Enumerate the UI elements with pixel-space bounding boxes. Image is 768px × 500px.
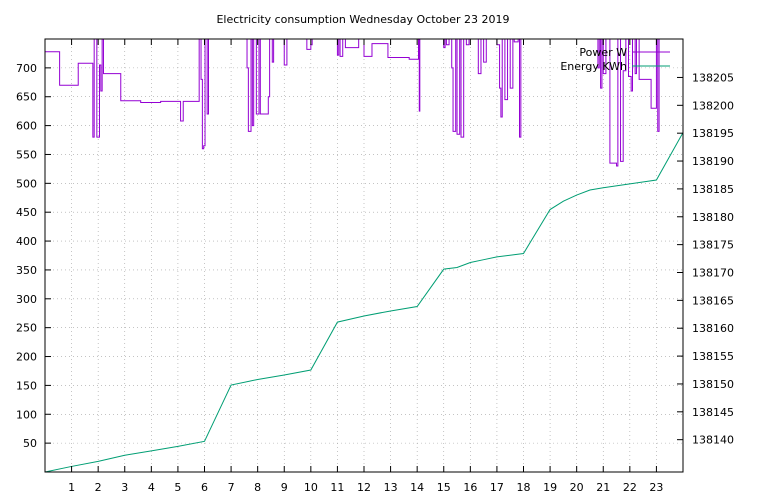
y-left-tick-label: 550 [16, 148, 37, 161]
y-left-tick-label: 100 [16, 408, 37, 421]
legend-label-energy-kwh: Energy KWh [560, 60, 627, 73]
x-tick-label: 15 [437, 481, 451, 494]
x-tick-label: 16 [463, 481, 477, 494]
x-tick-label: 8 [254, 481, 261, 494]
y-left-tick-label: 650 [16, 91, 37, 104]
y-right-tick-label: 138165 [692, 294, 734, 307]
y-right-tick-label: 138205 [692, 71, 734, 84]
y-right-tick-label: 138155 [692, 350, 734, 363]
y-left-tick-label: 500 [16, 177, 37, 190]
x-tick-label: 1 [68, 481, 75, 494]
x-tick-label: 19 [543, 481, 557, 494]
x-tick-label: 20 [570, 481, 584, 494]
y-right-tick-label: 138140 [692, 434, 734, 447]
y-left-tick-label: 700 [16, 62, 37, 75]
x-tick-label: 13 [384, 481, 398, 494]
x-tick-label: 7 [228, 481, 235, 494]
x-tick-label: 14 [410, 481, 424, 494]
y-right-tick-label: 138175 [692, 239, 734, 252]
y-right-tick-label: 138170 [692, 266, 734, 279]
legend-label-power-w: Power W [579, 46, 627, 59]
y-right-tick-label: 138200 [692, 99, 734, 112]
x-tick-label: 12 [357, 481, 371, 494]
x-tick-label: 6 [201, 481, 208, 494]
y-left-tick-label: 50 [23, 437, 37, 450]
series-line-energy-kwh [45, 132, 683, 472]
x-tick-label: 3 [121, 481, 128, 494]
x-tick-label: 22 [623, 481, 637, 494]
x-tick-label: 10 [304, 481, 318, 494]
series-line-power-w [45, 39, 683, 167]
x-tick-label: 9 [281, 481, 288, 494]
x-tick-label: 21 [596, 481, 610, 494]
x-tick-label: 5 [174, 481, 181, 494]
x-tick-label: 4 [148, 481, 155, 494]
y-right-tick-label: 138180 [692, 211, 734, 224]
y-left-tick-label: 350 [16, 264, 37, 277]
y-left-tick-label: 400 [16, 235, 37, 248]
y-right-tick-label: 138160 [692, 322, 734, 335]
series-layer [45, 39, 683, 472]
y-right-tick-label: 138195 [692, 127, 734, 140]
y-right-tick-label: 138150 [692, 378, 734, 391]
y-left-tick-label: 150 [16, 379, 37, 392]
y-left-tick-label: 450 [16, 206, 37, 219]
y-left-tick-label: 200 [16, 351, 37, 364]
y-right-tick-label: 138145 [692, 406, 734, 419]
x-tick-label: 2 [95, 481, 102, 494]
y-right-tick-label: 138190 [692, 155, 734, 168]
chart-title: Electricity consumption Wednesday Octobe… [216, 13, 509, 26]
x-tick-label: 17 [490, 481, 504, 494]
y-left-tick-label: 300 [16, 293, 37, 306]
x-tick-label: 23 [649, 481, 663, 494]
y-left-tick-label: 600 [16, 120, 37, 133]
axes: 1 2 3 4 5 6 7 8 9 10 11 12 13 14 15 16 17 18 19 20 21 22 23501… [16, 39, 734, 494]
y-left-tick-label: 250 [16, 322, 37, 335]
x-tick-label: 11 [330, 481, 344, 494]
y-right-tick-label: 138185 [692, 183, 734, 196]
x-tick-label: 18 [517, 481, 531, 494]
grid [45, 39, 683, 472]
